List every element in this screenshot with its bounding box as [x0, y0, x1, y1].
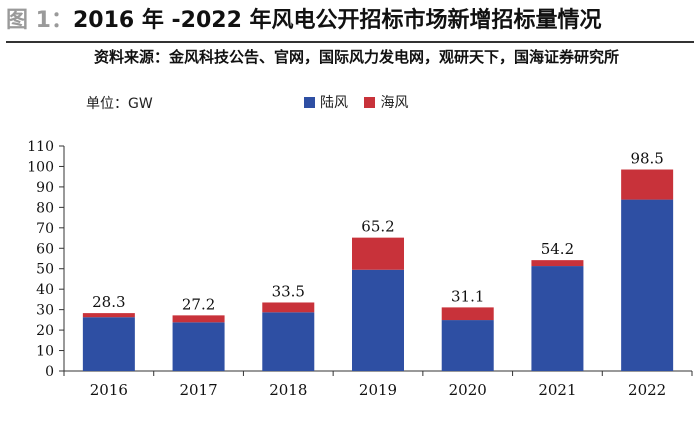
x-tick-label: 2018	[269, 381, 307, 399]
bar-offshore	[352, 237, 404, 270]
x-tick-label: 2017	[179, 381, 217, 399]
y-tick-label: 0	[45, 364, 54, 380]
y-tick-label: 90	[36, 180, 54, 196]
bar-onshore	[262, 312, 315, 371]
bar-onshore	[621, 199, 674, 371]
bar-onshore	[531, 266, 584, 371]
legend-item-onshore: 陆风	[304, 92, 348, 112]
y-tick-label: 110	[27, 139, 54, 155]
x-tick-label: 2019	[359, 381, 397, 399]
figure-title: 2016 年 -2022 年风电公开招标市场新增招标量情况	[72, 8, 602, 33]
bar-onshore	[172, 322, 225, 371]
total-data-label: 27.2	[182, 295, 215, 313]
chart-legend: 陆风 海风	[304, 92, 420, 112]
total-data-label: 28.3	[92, 293, 125, 311]
bar-offshore	[441, 307, 494, 321]
bar-offshore	[262, 302, 315, 313]
y-tick-label: 30	[36, 303, 54, 319]
y-tick-label: 100	[27, 159, 54, 175]
total-data-label: 65.2	[361, 218, 394, 236]
legend-label-offshore: 海风	[380, 95, 409, 111]
legend-label-onshore: 陆风	[320, 95, 348, 111]
x-tick-label: 2016	[90, 381, 128, 399]
y-tick-label: 10	[36, 344, 54, 360]
x-tick-label: 2022	[628, 381, 666, 399]
legend-swatch-offshore	[364, 97, 376, 108]
figure-title-row: 图 1：2016 年 -2022 年风电公开招标市场新增招标量情况	[6, 2, 696, 40]
y-tick-label: 70	[36, 221, 54, 237]
unit-label: 单位：GW	[86, 96, 153, 112]
y-tick-label: 20	[36, 323, 54, 339]
bar-offshore	[172, 315, 225, 323]
bar-offshore	[531, 260, 584, 267]
bar-offshore	[82, 313, 135, 318]
total-data-label: 98.5	[630, 150, 663, 168]
y-tick-label: 40	[36, 282, 54, 298]
y-tick-label: 50	[36, 262, 54, 278]
bar-onshore	[352, 269, 404, 371]
bar-offshore	[621, 169, 674, 200]
source-note: 资料来源：金风科技公告、官网，国际风力发电网，观研天下，国海证券研究所	[94, 48, 620, 66]
figure-label: 图 1：	[6, 8, 73, 33]
y-tick-label: 80	[36, 200, 54, 216]
total-data-label: 33.5	[272, 282, 305, 300]
total-data-label: 54.2	[541, 240, 574, 258]
total-data-label: 31.1	[451, 287, 484, 305]
x-tick-label: 2020	[449, 381, 487, 399]
bar-onshore	[82, 317, 135, 371]
legend-swatch-onshore	[304, 97, 315, 108]
title-divider	[6, 41, 694, 43]
x-tick-label: 2021	[538, 381, 576, 399]
legend-item-offshore: 海风	[364, 92, 408, 112]
bar-onshore	[441, 320, 494, 371]
y-tick-label: 60	[36, 241, 54, 257]
